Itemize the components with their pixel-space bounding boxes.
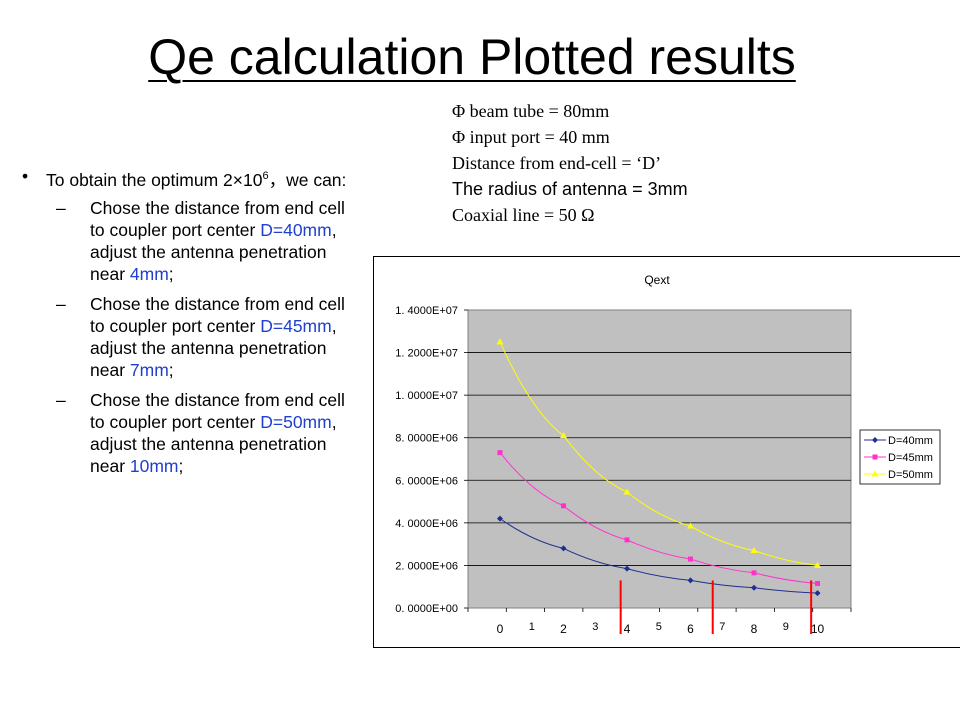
slide-title: Qe calculation Plotted results xyxy=(148,29,796,85)
sub-bullet-2: – Chose the distance from end cell to co… xyxy=(20,293,360,381)
legend-label: D=40mm xyxy=(888,435,933,447)
y-tick-label: 1. 0000E+07 xyxy=(395,390,458,402)
data-point-D=40mm xyxy=(814,590,821,597)
data-point-D=40mm xyxy=(497,515,503,522)
param-antenna-radius: The radius of antenna = 3mm xyxy=(452,179,688,199)
x-tick-label: 4 xyxy=(624,622,631,636)
legend-marker xyxy=(871,470,879,477)
data-point-D=40mm xyxy=(751,584,757,591)
sub-bullet-1: – Chose the distance from end cell to co… xyxy=(20,197,360,285)
penetration-value: 7mm xyxy=(129,359,169,380)
sub-bullet-3: – Chose the distance from end cell to co… xyxy=(20,389,360,477)
param-distance: Distance from end-cell = ‘D’ xyxy=(452,153,662,173)
data-point-D=45mm xyxy=(624,537,630,543)
x-tick-label: 2 xyxy=(560,622,567,636)
data-point-D=40mm xyxy=(687,577,694,584)
dash-marker: – xyxy=(56,197,66,218)
legend-marker xyxy=(872,437,878,443)
dash-marker: – xyxy=(56,389,66,410)
x-tick-label: 0 xyxy=(497,622,504,636)
bullet-list: • To obtain the optimum 2×106，we can: – … xyxy=(20,165,360,485)
bullet-main: • To obtain the optimum 2×106，we can: xyxy=(20,165,360,191)
parameter-list: Φ beam tube = 80mm Φ input port = 40 mm … xyxy=(452,98,688,228)
data-point-D=50mm xyxy=(560,432,567,439)
x-tick-label: 8 xyxy=(751,622,758,636)
data-point-D=45mm xyxy=(815,581,820,587)
bullet-superscript: 6 xyxy=(262,170,269,182)
distance-value: D=40mm xyxy=(260,219,332,240)
sub-text: Chose the distance from end cell to coup… xyxy=(90,389,345,432)
sub-text: ; xyxy=(168,263,174,284)
y-tick-label: 6. 0000E+06 xyxy=(395,475,458,487)
sub-text: Chose the distance from end cell to coup… xyxy=(90,197,345,240)
x-tick-label: 10 xyxy=(811,622,825,636)
sub-text: , adjust the antenna penetration near xyxy=(90,411,337,476)
data-point-D=40mm xyxy=(560,545,567,552)
param-input-port: Φ input port = 40 mm xyxy=(452,127,610,147)
x-minor-label: 1 xyxy=(529,621,535,633)
data-point-D=45mm xyxy=(561,503,566,509)
data-point-D=45mm xyxy=(497,450,503,456)
bullet-text-b: ，we can: xyxy=(268,169,347,190)
dash-marker: – xyxy=(56,293,66,314)
y-tick-label: 0. 0000E+00 xyxy=(395,603,458,615)
data-point-D=50mm xyxy=(623,488,631,495)
data-point-D=45mm xyxy=(688,556,693,562)
x-minor-label: 3 xyxy=(592,621,598,633)
param-beam-tube: Φ beam tube = 80mm xyxy=(452,101,610,121)
data-point-D=45mm xyxy=(751,570,757,576)
bullet-text-a: To obtain the optimum 2×10 xyxy=(46,169,263,190)
sub-text: ; xyxy=(178,455,184,476)
data-point-D=50mm xyxy=(814,561,821,568)
y-tick-label: 8. 0000E+06 xyxy=(395,433,458,445)
y-tick-label: 1. 2000E+07 xyxy=(395,348,458,360)
data-point-D=50mm xyxy=(687,522,694,529)
x-tick-label: 6 xyxy=(687,622,694,636)
param-coaxial-line: Coaxial line = 50 Ω xyxy=(452,205,595,225)
distance-value: D=50mm xyxy=(260,411,332,432)
x-minor-label: 9 xyxy=(783,621,789,633)
legend-label: D=50mm xyxy=(888,469,933,481)
legend-label: D=45mm xyxy=(888,452,933,464)
x-minor-label: 7 xyxy=(719,621,725,633)
y-tick-label: 2. 0000E+06 xyxy=(395,560,458,572)
data-point-D=40mm xyxy=(624,565,630,572)
sub-text: ; xyxy=(168,359,174,380)
series-line-D=45mm xyxy=(499,452,818,585)
y-tick-label: 1. 4000E+07 xyxy=(395,305,458,317)
data-point-D=50mm xyxy=(750,547,758,554)
sub-text: , adjust the antenna penetration near xyxy=(90,219,337,284)
sub-text: Chose the distance from end cell to coup… xyxy=(90,293,345,336)
sub-text: , adjust the antenna penetration near xyxy=(90,315,337,380)
x-minor-label: 5 xyxy=(656,621,662,633)
plot-area xyxy=(467,309,852,609)
legend-marker xyxy=(872,454,878,460)
penetration-value: 4mm xyxy=(129,263,169,284)
chart-svg: Qext 0. 0000E+00 2. 0000E+06 4. 0000E+06 6. … xyxy=(373,256,960,648)
distance-value: D=45mm xyxy=(260,315,332,336)
y-tick-label: 4. 0000E+06 xyxy=(395,518,458,530)
bullet-marker: • xyxy=(22,166,29,186)
data-point-D=50mm xyxy=(496,338,504,345)
qext-chart: Qext 0. 0000E+00 2. 0000E+06 4. 0000E+06 6. … xyxy=(373,256,960,648)
chart-title: Qext xyxy=(644,273,670,287)
penetration-value: 10mm xyxy=(129,455,179,476)
